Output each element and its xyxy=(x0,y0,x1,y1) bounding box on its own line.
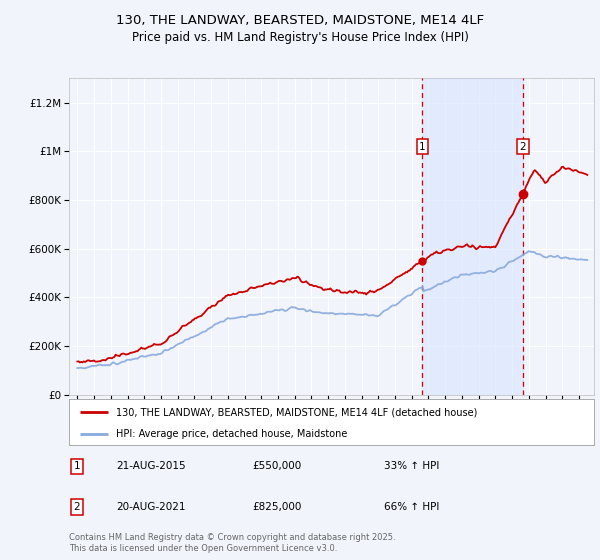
Text: 33% ↑ HPI: 33% ↑ HPI xyxy=(384,461,439,472)
Text: 66% ↑ HPI: 66% ↑ HPI xyxy=(384,502,439,512)
Text: 1: 1 xyxy=(74,461,80,472)
Text: £550,000: £550,000 xyxy=(253,461,302,472)
Text: Price paid vs. HM Land Registry's House Price Index (HPI): Price paid vs. HM Land Registry's House … xyxy=(131,31,469,44)
Text: 21-AUG-2015: 21-AUG-2015 xyxy=(116,461,186,472)
Bar xyxy=(422,78,523,395)
Text: 130, THE LANDWAY, BEARSTED, MAIDSTONE, ME14 4LF (detached house): 130, THE LANDWAY, BEARSTED, MAIDSTONE, M… xyxy=(116,407,478,417)
Text: 130, THE LANDWAY, BEARSTED, MAIDSTONE, ME14 4LF: 130, THE LANDWAY, BEARSTED, MAIDSTONE, M… xyxy=(116,14,484,27)
Text: 1: 1 xyxy=(419,142,426,152)
Text: 20-AUG-2021: 20-AUG-2021 xyxy=(116,502,186,512)
Text: HPI: Average price, detached house, Maidstone: HPI: Average price, detached house, Maid… xyxy=(116,429,347,438)
Text: £825,000: £825,000 xyxy=(253,502,302,512)
Text: Contains HM Land Registry data © Crown copyright and database right 2025.
This d: Contains HM Land Registry data © Crown c… xyxy=(69,533,395,553)
Text: 2: 2 xyxy=(520,142,526,152)
Text: 2: 2 xyxy=(74,502,80,512)
